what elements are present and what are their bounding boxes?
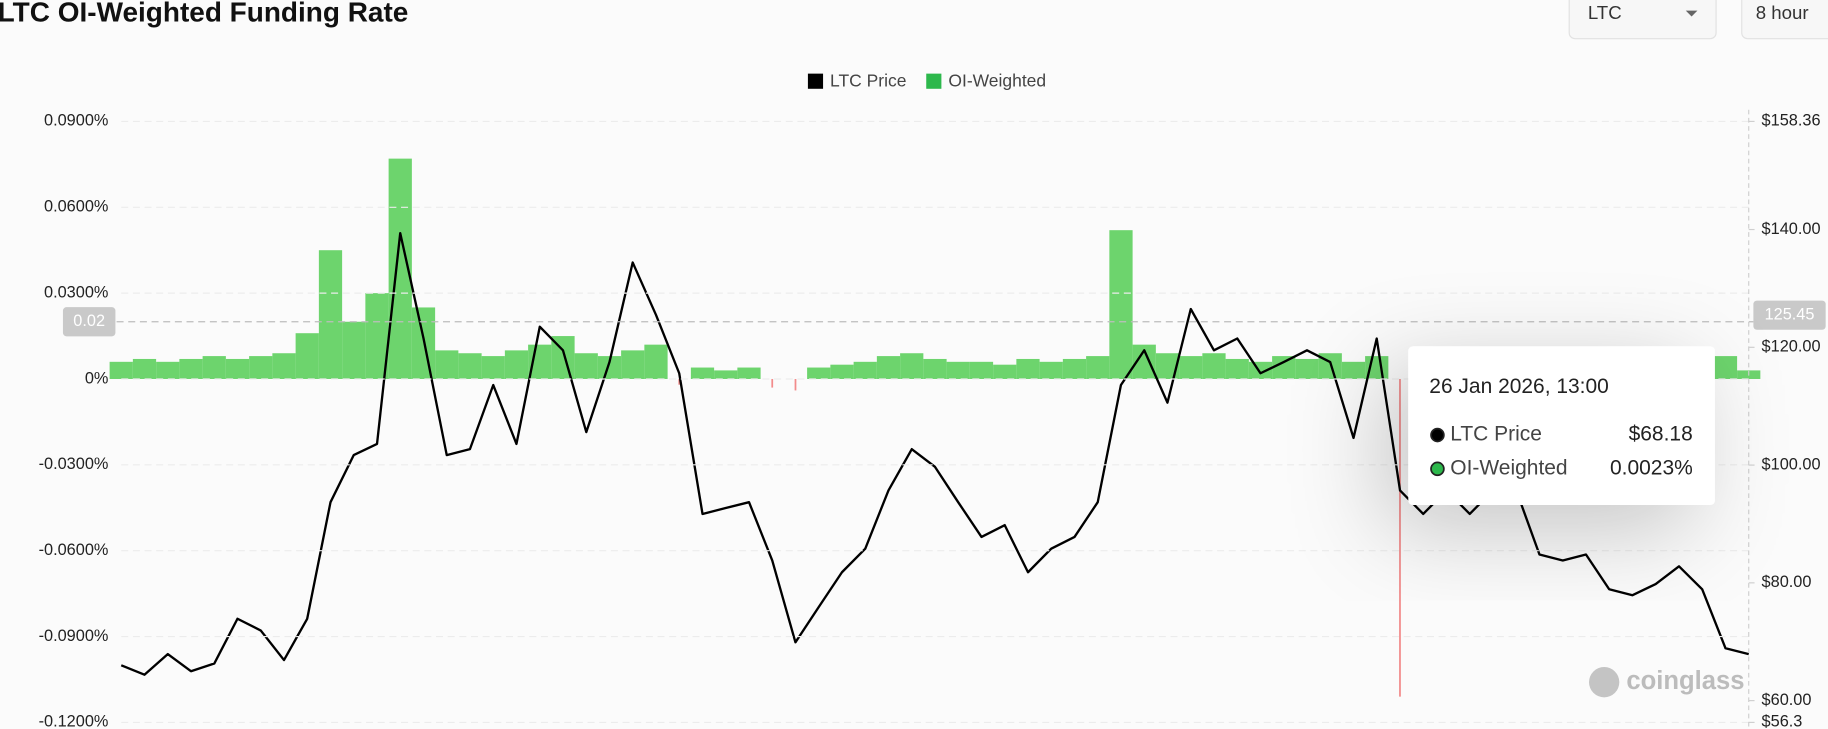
tooltip-value: 0.0023% <box>1610 456 1693 479</box>
tooltip-dot <box>1430 461 1445 477</box>
y2-tick-label: $56.3 <box>1762 713 1803 729</box>
y2-tick-label: $158.36 <box>1762 112 1821 130</box>
funding-bar <box>853 361 877 379</box>
funding-bar <box>249 356 273 379</box>
funding-bar <box>1109 230 1133 379</box>
y2-tick-label: $140.00 <box>1762 220 1821 238</box>
crosshair-y-box <box>62 307 116 337</box>
funding-bar <box>156 361 180 379</box>
funding-bar <box>1155 353 1180 379</box>
watermark-icon <box>1589 667 1620 698</box>
funding-bar <box>1179 356 1203 379</box>
funding-bar <box>1341 361 1366 379</box>
funding-bar <box>109 361 133 379</box>
funding-bar <box>458 353 482 379</box>
y-tick-label: 0.0600% <box>44 198 108 216</box>
funding-bar <box>690 367 715 379</box>
funding-bar <box>1086 356 1110 379</box>
funding-bar <box>272 353 296 379</box>
y2-tick-label: $80.00 <box>1762 573 1812 591</box>
tooltip-dot <box>1430 427 1445 443</box>
crosshair-y2-label: 125.45 <box>1765 306 1815 324</box>
y-tick-label: 0% <box>85 369 109 387</box>
funding-bar <box>830 364 854 379</box>
crosshair-y-label: 0.02 <box>73 312 105 330</box>
tooltip-name: LTC Price <box>1450 423 1542 446</box>
funding-bar <box>1225 358 1249 379</box>
price-line <box>120 231 1750 676</box>
y2-tick-label: $60.00 <box>1762 691 1812 709</box>
funding-bar <box>737 367 761 379</box>
funding-bar <box>923 358 947 379</box>
funding-bar <box>388 158 412 379</box>
coin-select[interactable] <box>1568 0 1717 40</box>
tooltip-value: $68.18 <box>1629 423 1693 446</box>
funding-bar <box>179 358 203 379</box>
y-tick-label: -0.0600% <box>39 541 109 559</box>
y2-tick-label: $100.00 <box>1762 455 1821 473</box>
legend-swatch <box>926 73 942 89</box>
watermark: coinglass <box>1626 667 1744 695</box>
funding-bar <box>969 361 994 379</box>
funding-bar <box>771 378 774 388</box>
funding-bar <box>807 367 831 379</box>
funding-bar <box>621 350 645 379</box>
funding-bar <box>678 378 681 385</box>
funding-bar <box>342 321 366 379</box>
funding-bar <box>1062 358 1087 379</box>
caret <box>1685 10 1698 17</box>
funding-bar <box>225 358 250 379</box>
legend-label: LTC Price <box>830 70 906 90</box>
funding-bar <box>202 356 226 379</box>
crosshair-y2-box <box>1753 300 1826 330</box>
funding-bar <box>481 356 505 379</box>
y-tick-label: -0.1200% <box>39 713 109 729</box>
funding-bar <box>1295 358 1319 379</box>
funding-bar <box>900 353 924 379</box>
funding-bar <box>794 378 797 391</box>
funding-bar <box>504 350 529 379</box>
funding-bar <box>1399 378 1401 697</box>
tooltip-name: OI-Weighted <box>1450 456 1567 479</box>
y-tick-label: -0.0300% <box>39 455 109 473</box>
funding-bar <box>574 353 598 379</box>
funding-bar <box>1272 356 1296 379</box>
y-tick-label: 0.0300% <box>44 283 108 301</box>
y-tick-label: -0.0900% <box>39 627 109 645</box>
funding-bar <box>1039 361 1063 379</box>
funding-bar <box>365 293 389 379</box>
funding-bar <box>318 250 343 379</box>
interval-select-label: 8 hour <box>1756 2 1809 23</box>
chart-title: LTC OI-Weighted Funding Rate <box>0 0 408 28</box>
funding-bar <box>1202 353 1226 379</box>
y2-tick-label: $120.00 <box>1762 338 1821 356</box>
interval-select[interactable] <box>1741 0 1828 40</box>
legend-label: OI-Weighted <box>948 70 1046 90</box>
funding-bar <box>644 344 668 379</box>
coin-select-label: LTC <box>1588 2 1622 23</box>
funding-bar <box>597 356 622 379</box>
funding-bar <box>132 358 157 379</box>
tooltip-box <box>1408 346 1715 505</box>
y-tick-label: 0.0900% <box>44 112 108 130</box>
legend-swatch <box>807 73 824 89</box>
tooltip-date: 26 Jan 2026, 13:00 <box>1429 375 1609 398</box>
funding-bar <box>295 333 319 379</box>
plot-area <box>109 158 1761 697</box>
funding-bar <box>946 361 970 379</box>
funding-bar <box>1713 356 1738 379</box>
funding-bar <box>993 364 1017 379</box>
funding-bar <box>435 350 459 379</box>
funding-bar <box>1132 344 1156 379</box>
funding-bar <box>876 356 901 379</box>
funding-bar <box>1016 358 1040 379</box>
funding-bar <box>714 370 738 379</box>
